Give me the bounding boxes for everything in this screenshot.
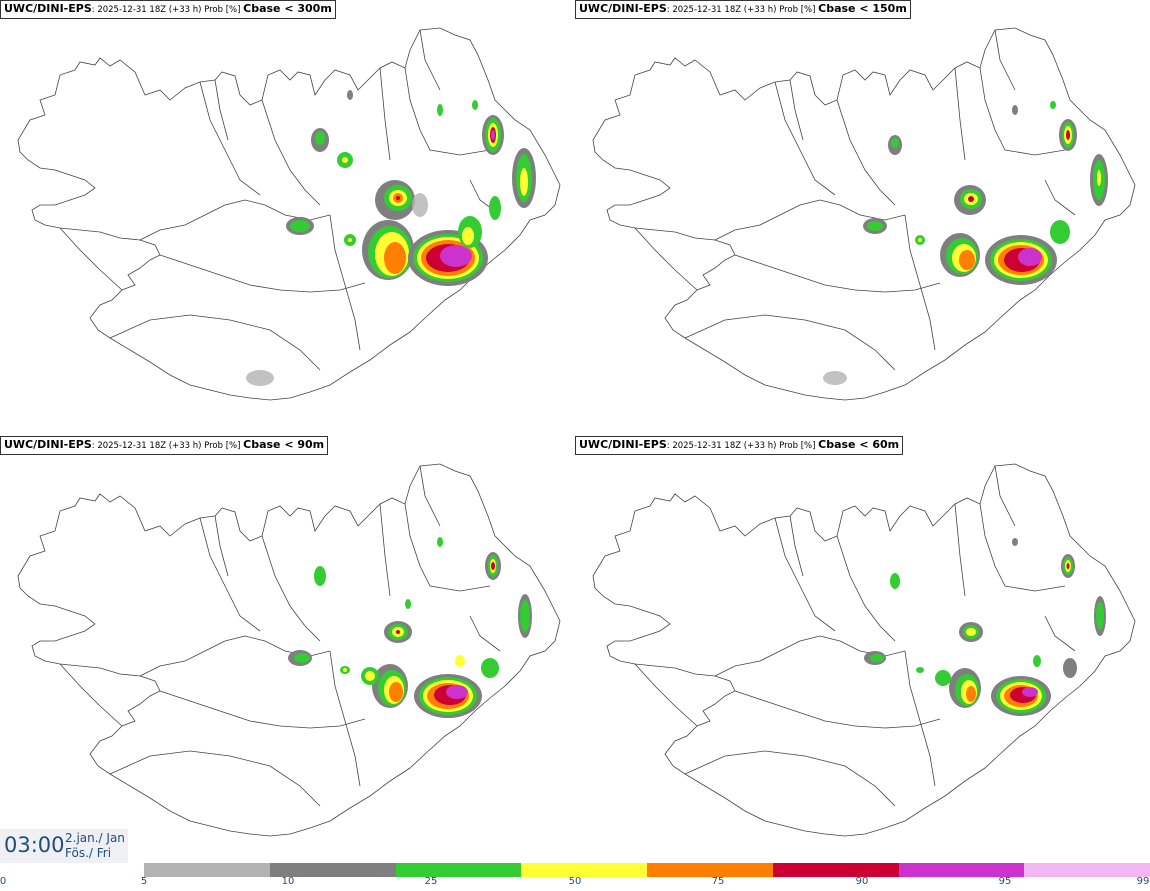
map-panel-cbase-90: UWC/DINI-EPS: 2025-12-31 18Z (+33 h) Pro… — [0, 436, 575, 872]
run-meta: : 2025-12-31 18Z (+33 h) Prob [%] — [666, 5, 819, 15]
panel-title: UWC/DINI-EPS: 2025-12-31 18Z (+33 h) Pro… — [0, 436, 329, 455]
variable-label: Cbase < 150m — [818, 2, 907, 15]
model-name: UWC/DINI-EPS — [4, 438, 92, 451]
model-name: UWC/DINI-EPS — [579, 2, 667, 15]
coastline — [592, 463, 1136, 837]
valid-date: 2.jan./ Jan — [65, 831, 125, 845]
coastline — [17, 463, 561, 837]
model-name: UWC/DINI-EPS — [4, 2, 92, 15]
valid-day: Fös./ Fri — [65, 846, 112, 860]
legend-tick-label: 90 — [855, 876, 869, 887]
legend-segment — [144, 863, 271, 877]
panel-title: UWC/DINI-EPS: 2025-12-31 18Z (+33 h) Pro… — [575, 436, 904, 455]
variable-label: Cbase < 90m — [243, 438, 325, 451]
legend-tick-label: 50 — [568, 876, 582, 887]
legend-tick-label: 25 — [424, 876, 438, 887]
color-legend — [144, 863, 1150, 877]
coastline — [592, 27, 1136, 401]
legend-tick-label: 10 — [281, 876, 295, 887]
legend-tick-label: 0 — [0, 876, 7, 887]
iceland-map — [17, 463, 561, 837]
probability-blobs — [823, 101, 1108, 385]
legend-tick-label: 99 — [1136, 876, 1150, 887]
variable-label: Cbase < 300m — [243, 2, 332, 15]
panel-title: UWC/DINI-EPS: 2025-12-31 18Z (+33 h) Pro… — [0, 0, 336, 19]
legend-segment — [647, 863, 774, 877]
probability-blobs — [246, 90, 536, 386]
coastline — [17, 27, 561, 401]
model-name: UWC/DINI-EPS — [579, 438, 667, 451]
legend-tick-label: 75 — [711, 876, 725, 887]
map-panel-cbase-300: UWC/DINI-EPS: 2025-12-31 18Z (+33 h) Pro… — [0, 0, 575, 436]
probability-blobs — [864, 538, 1106, 716]
iceland-map — [592, 27, 1136, 401]
legend-segment — [269, 863, 396, 877]
legend-tick-label: 5 — [140, 876, 148, 887]
legend-tick-label: 95 — [998, 876, 1012, 887]
run-meta: : 2025-12-31 18Z (+33 h) Prob [%] — [91, 441, 244, 451]
legend-segment — [898, 863, 1025, 877]
probability-blobs — [288, 537, 532, 718]
iceland-map — [17, 27, 561, 401]
legend-segment — [521, 863, 648, 877]
variable-label: Cbase < 60m — [818, 438, 900, 451]
panel-title: UWC/DINI-EPS: 2025-12-31 18Z (+33 h) Pro… — [575, 0, 911, 19]
legend-segment — [395, 863, 522, 877]
iceland-map — [592, 463, 1136, 837]
run-meta: : 2025-12-31 18Z (+33 h) Prob [%] — [666, 441, 819, 451]
run-meta: : 2025-12-31 18Z (+33 h) Prob [%] — [91, 5, 244, 15]
valid-time: 03:00 — [4, 833, 65, 857]
map-panel-cbase-150: UWC/DINI-EPS: 2025-12-31 18Z (+33 h) Pro… — [575, 0, 1150, 436]
map-panel-cbase-60: UWC/DINI-EPS: 2025-12-31 18Z (+33 h) Pro… — [575, 436, 1150, 872]
legend-segment — [1024, 863, 1150, 877]
legend-segment — [772, 863, 899, 877]
valid-time-box: 03:00 2.jan./ Jan Fös./ Fri — [0, 829, 128, 863]
